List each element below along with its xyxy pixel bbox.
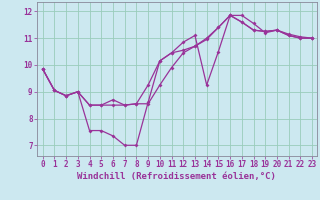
X-axis label: Windchill (Refroidissement éolien,°C): Windchill (Refroidissement éolien,°C)	[77, 172, 276, 181]
